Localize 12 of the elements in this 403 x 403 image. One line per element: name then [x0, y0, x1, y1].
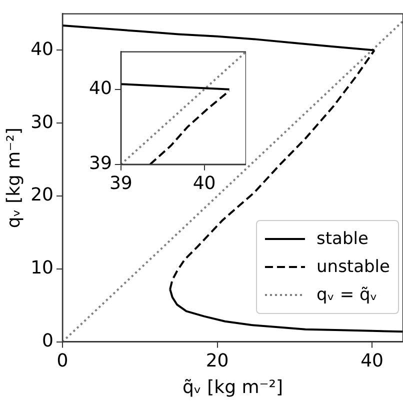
y-tick-label: 0 — [42, 330, 54, 352]
y-axis-title: qᵥ [kg m⁻²] — [3, 128, 24, 228]
y-tick-label: 10 — [30, 258, 54, 279]
legend-label: unstable — [316, 256, 390, 277]
x-tick-label: 0 — [56, 350, 68, 372]
x-tick-label: 40 — [360, 350, 384, 372]
x-tick-label: 20 — [206, 350, 229, 372]
legend-label: stable — [316, 228, 368, 249]
x-axis-title: q̃ᵥ [kg m⁻²] — [182, 376, 284, 398]
y-tick-label: 30 — [30, 112, 54, 133]
legend-label: qᵥ = q̃ᵥ — [316, 284, 378, 305]
y-tick-label: 40 — [30, 38, 54, 60]
